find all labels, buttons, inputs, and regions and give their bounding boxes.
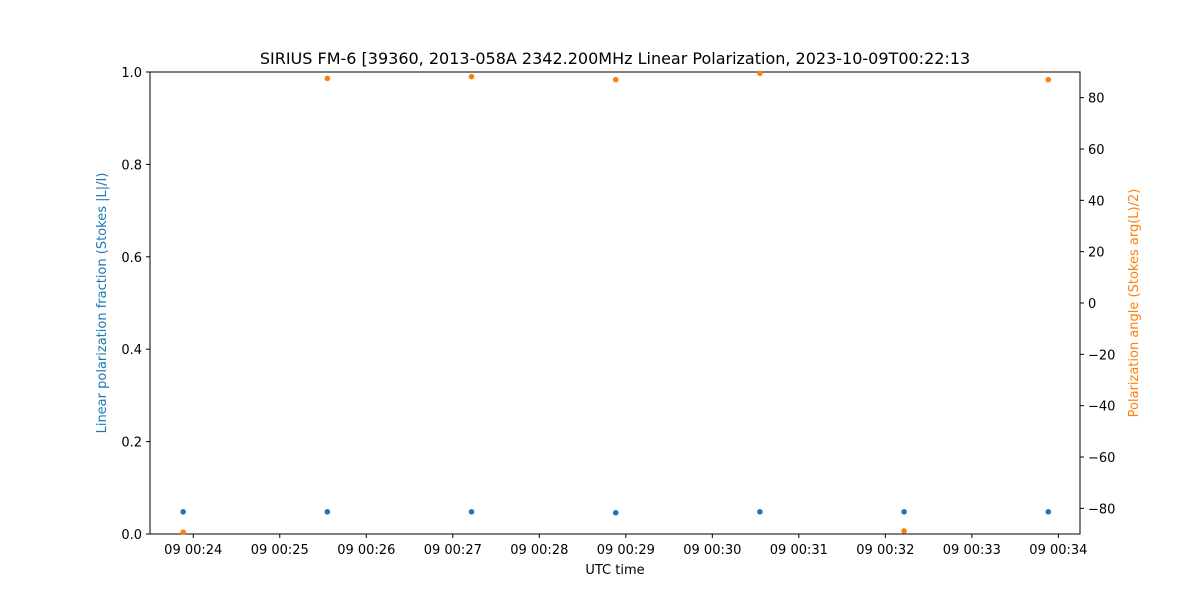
point-polarization-angle (901, 528, 907, 534)
point-polarization-angle (180, 529, 186, 536)
x-tick-label: 09 00:27 (424, 543, 482, 558)
y-tick-label-left: 0.2 (121, 436, 142, 451)
data-points (180, 70, 1052, 536)
point-polarization-fraction (757, 509, 763, 515)
y-tick-label-right: 0 (1088, 297, 1096, 312)
x-tick-label: 09 00:31 (770, 543, 828, 558)
y-tick-label-left: 0.8 (121, 158, 142, 173)
y-axis-label-left: Linear polarization fraction (Stokes |L|… (95, 173, 110, 434)
y-tick-label-right: 80 (1088, 92, 1105, 107)
y-tick-label-right: −20 (1088, 348, 1115, 363)
point-polarization-angle (757, 70, 763, 77)
y-tick-label-left: 0.4 (121, 343, 142, 358)
point-polarization-angle (1045, 76, 1052, 83)
x-axis-ticks: 09 00:24 09 00:25 09 00:26 09 00:27 09 00:28… (164, 534, 1087, 558)
x-tick-label: 09 00:26 (337, 543, 395, 558)
x-tick-label: 09 00:24 (164, 543, 222, 558)
point-polarization-fraction (612, 509, 619, 516)
point-polarization-fraction (324, 509, 331, 515)
x-axis-label: UTC time (585, 563, 644, 578)
point-polarization-fraction (1045, 509, 1052, 515)
y-tick-label-right: −60 (1088, 451, 1115, 466)
y-tick-label-left: 0.6 (121, 251, 142, 266)
y-tick-label-left: 1.0 (121, 66, 142, 81)
point-polarization-angle (468, 73, 475, 80)
y-tick-label-left: 0.0 (121, 528, 142, 543)
y-tick-label-right: 60 (1088, 143, 1105, 158)
point-polarization-angle (324, 75, 331, 82)
y-axis-label-right: Polarization angle (Stokes arg(L)/2) (1127, 189, 1142, 418)
point-polarization-angle (612, 76, 619, 83)
x-tick-label: 09 00:25 (251, 543, 309, 558)
chart-title: SIRIUS FM-6 [39360, 2013-058A 2342.200MH… (260, 49, 970, 68)
x-tick-label: 09 00:32 (856, 543, 914, 558)
y-tick-label-right: 40 (1088, 194, 1105, 209)
x-tick-label: 09 00:29 (597, 543, 655, 558)
y-tick-label-right: −40 (1088, 400, 1115, 415)
point-polarization-fraction (180, 509, 186, 515)
y-tick-label-right: −80 (1088, 502, 1115, 517)
x-tick-label: 09 00:33 (943, 543, 1001, 558)
y-axis-ticks-left: 0.0 0.2 0.4 0.6 0.8 1.0 (121, 66, 150, 543)
x-tick-label: 09 00:30 (683, 543, 741, 558)
point-polarization-fraction (901, 509, 907, 515)
y-axis-ticks-right: −80 −60 −40 −20 0 20 40 60 80 (1080, 92, 1115, 517)
y-tick-label-right: 20 (1088, 246, 1105, 261)
plot-area (149, 71, 1081, 535)
x-tick-label: 09 00:34 (1029, 543, 1087, 558)
point-polarization-fraction (468, 509, 475, 515)
x-tick-label: 09 00:28 (510, 543, 568, 558)
